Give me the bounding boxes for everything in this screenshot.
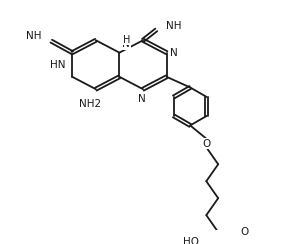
Text: HO: HO — [183, 237, 199, 244]
Text: N: N — [170, 48, 178, 58]
Text: N: N — [138, 94, 145, 104]
Text: O: O — [240, 227, 248, 237]
Text: HN: HN — [50, 60, 66, 70]
Text: NH2: NH2 — [79, 99, 101, 109]
Text: O: O — [202, 139, 210, 149]
Text: N: N — [122, 39, 130, 49]
Text: NH: NH — [26, 31, 42, 41]
Text: NH: NH — [166, 21, 182, 31]
Text: H: H — [123, 35, 131, 45]
